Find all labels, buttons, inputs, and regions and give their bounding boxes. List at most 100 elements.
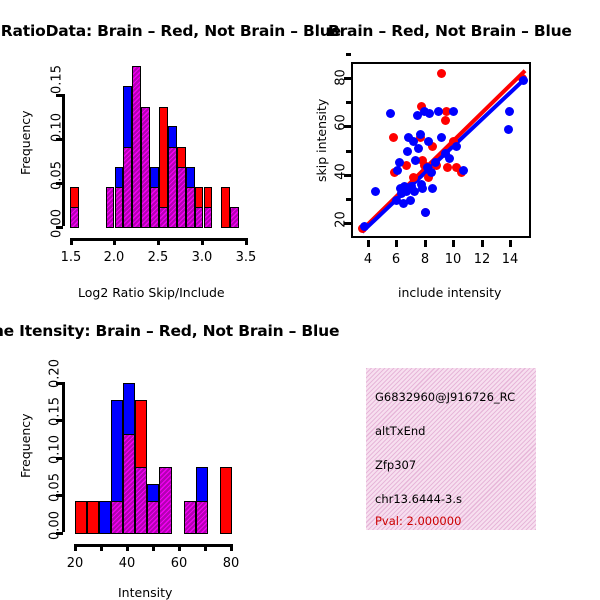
- scatter-point: [389, 132, 398, 142]
- scatter-point: [409, 186, 419, 196]
- ratio-yaxis-line: [62, 94, 65, 226]
- scatter-ytick-minor-0: [346, 198, 351, 201]
- scatter-point: [449, 106, 459, 116]
- intensity-xtick-0: 20: [66, 556, 84, 571]
- scatter-point: [418, 156, 428, 166]
- histogram-bar-overlap: [132, 65, 142, 228]
- ratio-xtick-mark-4: [245, 238, 248, 245]
- ratio-xtick-mark-2: [157, 238, 160, 245]
- scatter-xtick-4: 12: [473, 252, 491, 267]
- intensity-xtick-mark-2: [126, 544, 129, 551]
- intensity-histogram-title: Gene Itensity: Brain – Red, Not Brain – …: [0, 322, 340, 340]
- scatter-point: [419, 106, 429, 116]
- scatter-point: [415, 130, 425, 140]
- scatter-point: [391, 196, 401, 206]
- scatter-panel: Brain – Red, Not Brain – Blue skip inten…: [300, 0, 600, 300]
- intensity-ytick-mark-1: [56, 494, 63, 497]
- scatter-point: [518, 75, 528, 85]
- scatter-point: [444, 153, 454, 163]
- histogram-bar: [221, 186, 231, 228]
- scatter-point: [440, 116, 450, 126]
- scatter-point: [405, 196, 415, 206]
- scatter-point: [426, 167, 436, 177]
- scatter-point: [402, 146, 412, 156]
- histogram-bar-overlap: [159, 467, 172, 534]
- ratio-xtick-mark-1: [113, 238, 116, 245]
- scatter-point: [451, 141, 461, 151]
- histogram-bar-overlap: [230, 207, 240, 228]
- scatter-point: [504, 106, 514, 116]
- scatter-xtick-mark-5: [509, 240, 512, 247]
- histogram-bar-overlap: [70, 207, 79, 228]
- histogram-bar-overlap: [105, 186, 115, 228]
- scatter-ytick-mark-2: [344, 125, 351, 128]
- ratio-histogram-panel: Log2 RatioData: Brain – Red, Not Brain –…: [0, 0, 341, 300]
- scatter-point: [433, 106, 443, 116]
- histogram-bar-overlap: [203, 207, 213, 228]
- intensity-histogram-panel: Gene Itensity: Brain – Red, Not Brain – …: [0, 300, 339, 600]
- scatter-ytick-minor-3: [346, 53, 351, 56]
- scatter-point: [359, 222, 369, 232]
- histogram-bar-overlap: [150, 186, 159, 228]
- intensity-xtick-6: 80: [222, 556, 240, 571]
- scatter-point: [416, 101, 426, 111]
- ratio-ytick-mark-3: [56, 94, 63, 97]
- histogram-bar-overlap: [167, 146, 177, 228]
- scatter-ylabel: skip intensity: [314, 98, 329, 182]
- scatter-point: [421, 207, 431, 217]
- histogram-bar-overlap: [194, 207, 204, 228]
- scatter-point: [442, 106, 452, 116]
- scatter-point: [423, 137, 433, 147]
- intensity-xtick-mark-6: [230, 544, 233, 551]
- intensity-ytick-0: 0.00: [47, 511, 63, 540]
- intensity-ytick-mark-0: [56, 532, 63, 535]
- intensity-xtick-mark-3: [152, 544, 155, 551]
- scatter-point: [401, 160, 411, 170]
- intensity-ytick-1: 0.05: [47, 473, 63, 502]
- scatter-plot-area: [351, 62, 531, 238]
- scatter-point: [428, 141, 438, 151]
- scatter-ytick-mark-1: [344, 174, 351, 177]
- ratio-ytick-mark-0: [56, 226, 63, 229]
- annotation-panel: G6832960@J916726_RC altTxEnd Zfp307 chr1…: [300, 300, 600, 600]
- scatter-ytick-2: 60: [333, 114, 349, 131]
- intensity-histogram-xlabel: Intensity: [118, 585, 173, 600]
- ratio-ytick-mark-1: [56, 182, 63, 185]
- intensity-xtick-mark-0: [74, 544, 77, 551]
- ratio-xtick-1: 2.0: [103, 250, 125, 265]
- histogram-bar-overlap: [114, 186, 124, 228]
- scatter-point: [386, 108, 396, 118]
- scatter-point: [401, 186, 411, 196]
- intensity-ytick-mark-3: [56, 419, 63, 422]
- scatter-point: [418, 184, 428, 194]
- gene-info-box: G6832960@J916726_RC altTxEnd Zfp307 chr1…: [366, 368, 536, 530]
- scatter-ytick-0: 20: [333, 211, 349, 228]
- histogram-bar-overlap: [195, 500, 208, 534]
- scatter-point: [408, 172, 418, 182]
- scatter-xtick-mark-0: [367, 240, 370, 247]
- scatter-point: [370, 186, 380, 196]
- intensity-ytick-4: 0.20: [47, 359, 63, 388]
- scatter-point: [400, 182, 410, 192]
- scatter-point: [407, 182, 417, 192]
- scatter-point: [451, 163, 461, 173]
- intensity-ytick-2: 0.10: [47, 435, 63, 464]
- intensity-histogram-bars: [70, 380, 232, 534]
- scatter-ytick-1: 40: [333, 163, 349, 180]
- histogram-bar-overlap: [147, 500, 160, 534]
- scatter-ytick-minor-1: [346, 150, 351, 153]
- scatter-point: [416, 179, 426, 189]
- scatter-point: [428, 184, 438, 194]
- scatter-point: [408, 137, 418, 147]
- scatter-xtick-mark-4: [481, 240, 484, 247]
- intensity-xtick-2: 40: [118, 556, 136, 571]
- scatter-point: [423, 172, 433, 182]
- scatter-point: [398, 198, 408, 208]
- scatter-point: [440, 149, 450, 159]
- scatter-point: [503, 125, 513, 135]
- scatter-xtick-0: 4: [363, 252, 373, 267]
- scatter-point: [422, 163, 432, 173]
- info-probe-id: G6832960@J916726_RC: [375, 390, 516, 404]
- scatter-point: [393, 165, 403, 175]
- histogram-bar: [99, 500, 112, 534]
